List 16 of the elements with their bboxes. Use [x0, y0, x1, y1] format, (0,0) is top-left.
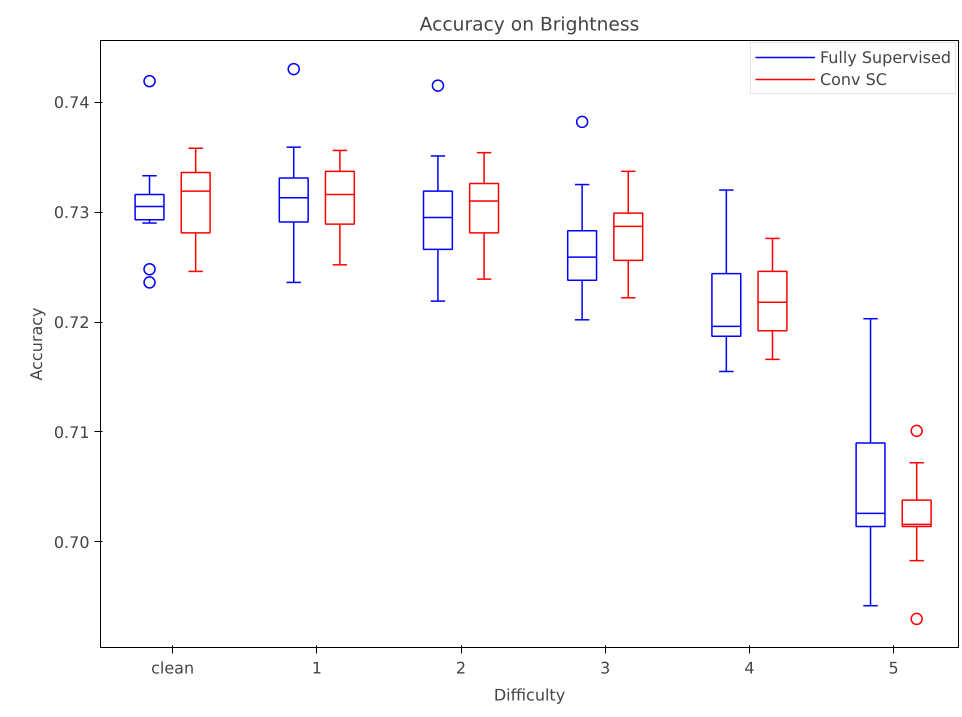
x-axis-title: Difficulty — [494, 686, 566, 704]
x-tick-label: 4 — [744, 658, 755, 678]
y-tick-label: 0.70 — [54, 532, 90, 552]
y-axis-title: Accuracy — [26, 307, 46, 381]
legend-label: Fully Supervised — [820, 48, 951, 66]
x-tick-label: 5 — [888, 658, 899, 678]
x-tick-label: 3 — [600, 658, 610, 678]
x-tick-label: clean — [151, 658, 194, 678]
x-tick-label: 2 — [456, 658, 466, 678]
chart-title: Accuracy on Brightness — [420, 14, 640, 36]
y-tick-label: 0.74 — [54, 93, 90, 112]
y-tick-label: 0.72 — [54, 313, 90, 332]
x-tick-label: 1 — [312, 658, 322, 678]
legend-label: Conv SC — [820, 70, 887, 88]
y-tick-label: 0.71 — [54, 422, 90, 442]
y-tick-label: 0.73 — [54, 203, 90, 222]
